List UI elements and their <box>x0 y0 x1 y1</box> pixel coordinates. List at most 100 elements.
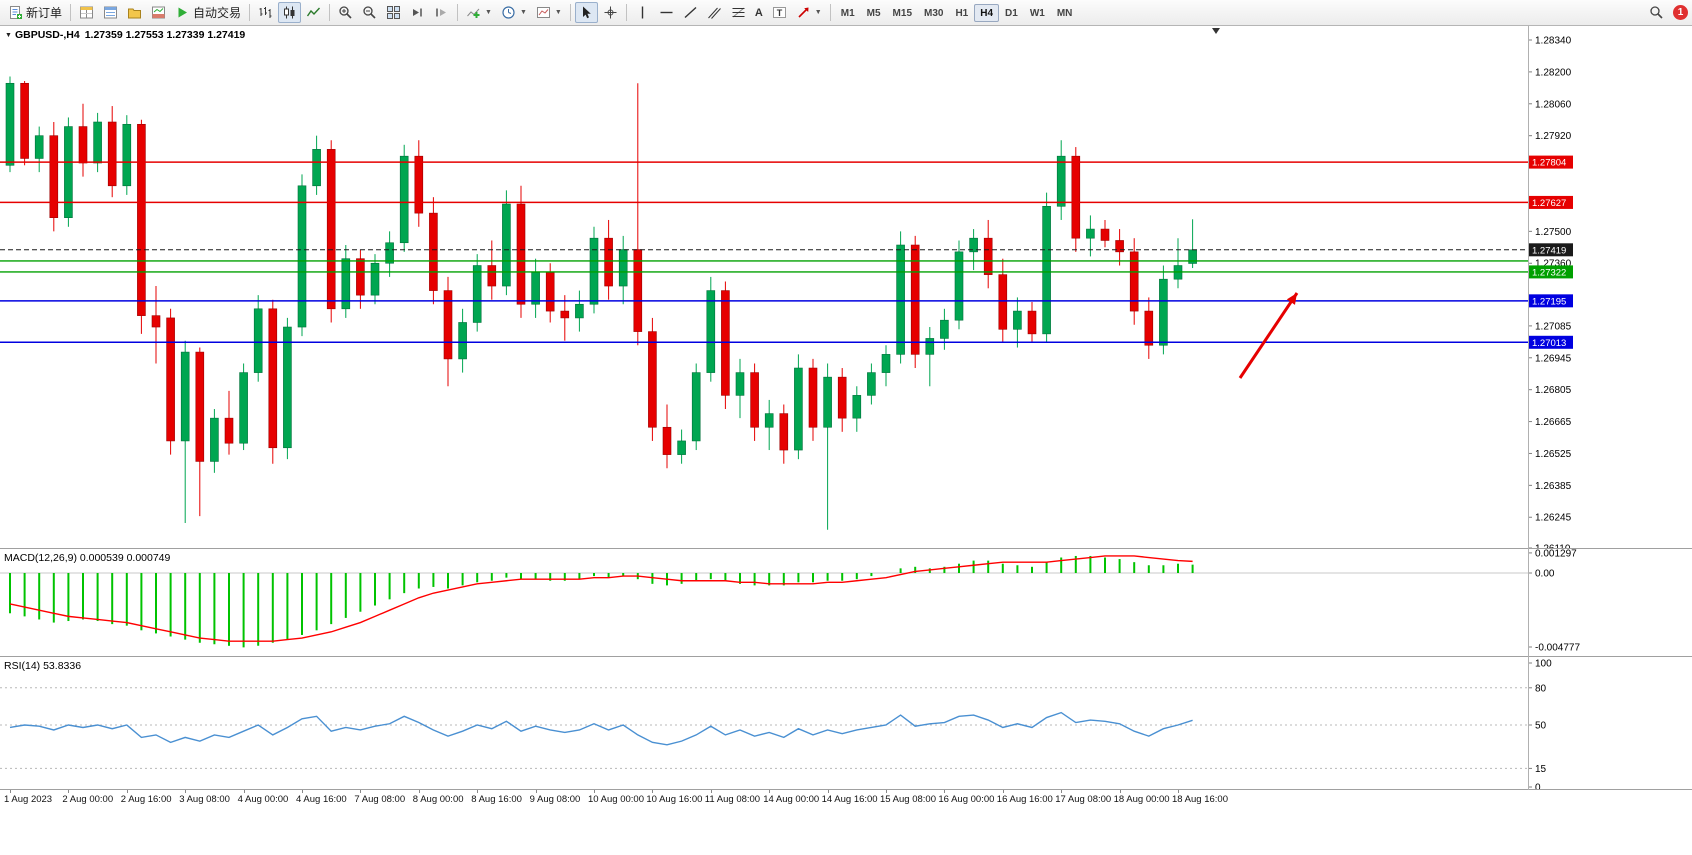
timeframe-w1-button[interactable]: W1 <box>1024 4 1051 22</box>
chart-shift-button[interactable] <box>430 2 453 23</box>
chart-window: 1.28340 1.28200 1.28060 1.27920 1.27500 1.273… <box>0 26 1692 855</box>
time-label: 18 Aug 00:00 <box>1113 794 1170 805</box>
data-window-icon <box>104 6 118 19</box>
panel-splitter[interactable] <box>0 656 1692 657</box>
market-watch-button[interactable] <box>75 2 98 23</box>
timeframe-m1-button[interactable]: M1 <box>835 4 861 22</box>
svg-text:50: 50 <box>1535 721 1547 732</box>
cursor-icon <box>582 6 591 19</box>
chevron-down-icon: ▼ <box>519 9 527 16</box>
toolbar-separator <box>249 4 251 21</box>
search-button[interactable] <box>1645 2 1668 23</box>
templates-button[interactable]: ▼ <box>532 2 566 23</box>
timeframe-mn-button[interactable]: MN <box>1051 4 1079 22</box>
svg-text:-0.004777: -0.004777 <box>1535 642 1580 653</box>
trendline-icon <box>684 6 697 19</box>
time-tick <box>944 790 946 793</box>
scroll-position-marker <box>1212 28 1220 34</box>
toolbar-separator <box>829 4 831 21</box>
vertical-line-button[interactable] <box>631 2 654 23</box>
timeframe-m15-button[interactable]: M15 <box>887 4 918 22</box>
new-order-label: 新订单 <box>26 6 63 20</box>
timeframe-h1-button[interactable]: H1 <box>949 4 974 22</box>
equidistant-channel-button[interactable] <box>703 2 726 23</box>
timeframe-h4-button[interactable]: H4 <box>974 4 1000 23</box>
time-tick <box>710 790 712 793</box>
text-label-button[interactable]: T <box>768 2 791 23</box>
zoom-in-button[interactable] <box>334 2 357 23</box>
toolbar: 新订单 自动交易 <box>0 0 1692 26</box>
horizontal-level-lines <box>0 161 1528 344</box>
svg-text:1.26665: 1.26665 <box>1535 417 1572 428</box>
time-tick <box>302 790 303 793</box>
symbol-dropdown-icon[interactable]: ▼ <box>5 32 12 39</box>
auto-trading-button[interactable]: 自动交易 <box>171 2 245 23</box>
timeframe-d1-button[interactable]: D1 <box>999 4 1024 22</box>
time-label: 11 Aug 08:00 <box>704 794 761 805</box>
time-tick <box>886 790 887 793</box>
time-tick <box>535 790 537 793</box>
terminal-button[interactable] <box>147 2 170 23</box>
zoom-out-button[interactable] <box>358 2 381 23</box>
time-label: 4 Aug 00:00 <box>237 794 289 805</box>
ohlc-values: 1.27359 1.27553 1.27339 1.27419 <box>84 29 246 41</box>
time-axis[interactable]: 1 Aug 2023 2 Aug 00:00 2 Aug 16:00 3 Aug 08… <box>0 790 1692 814</box>
terminal-icon <box>152 6 166 19</box>
time-label: 10 Aug 00:00 <box>588 794 644 805</box>
panel-splitter[interactable] <box>0 548 1692 549</box>
svg-text:1.28200: 1.28200 <box>1535 67 1572 78</box>
svg-text:0: 0 <box>1535 783 1541 791</box>
tile-windows-button[interactable] <box>382 2 405 23</box>
main-price-chart[interactable]: 1.28340 1.28200 1.28060 1.27920 1.27500 1.273… <box>0 26 1692 549</box>
line-chart-button[interactable] <box>302 2 325 23</box>
candlestick-chart-icon <box>284 6 295 19</box>
auto-scroll-button[interactable] <box>406 2 429 23</box>
time-label: 16 Aug 00:00 <box>938 794 995 805</box>
svg-text:1.28060: 1.28060 <box>1535 99 1572 110</box>
svg-text:1.27085: 1.27085 <box>1535 321 1572 332</box>
svg-text:1.27627: 1.27627 <box>1532 198 1566 209</box>
timeframe-m30-button[interactable]: M30 <box>918 4 949 22</box>
toolbar-separator <box>329 4 331 21</box>
rsi-panel[interactable]: 100 80 50 15 0 <box>0 657 1692 790</box>
macd-histogram <box>9 555 1194 648</box>
navigator-button[interactable] <box>123 2 146 23</box>
svg-text:1.27500: 1.27500 <box>1535 227 1572 238</box>
svg-text:1.27195: 1.27195 <box>1532 296 1566 307</box>
crosshair-button[interactable] <box>599 2 622 23</box>
time-tick <box>477 790 479 793</box>
text-icon: A <box>754 6 763 19</box>
text-button[interactable]: A <box>751 2 767 23</box>
time-tick <box>1178 790 1179 793</box>
data-window-button[interactable] <box>99 2 122 23</box>
macd-panel[interactable]: 0.001297 0.00 -0.004777 <box>0 549 1692 657</box>
trendline-button[interactable] <box>679 2 702 23</box>
search-icon <box>1650 6 1663 19</box>
zoom-in-icon <box>339 6 352 19</box>
new-order-button[interactable]: 新订单 <box>4 2 66 23</box>
bar-chart-button[interactable] <box>254 2 277 23</box>
bar-chart-icon <box>259 7 272 18</box>
time-tick <box>769 790 771 793</box>
cursor-button[interactable] <box>574 2 598 23</box>
periods-button[interactable]: ▼ <box>497 2 531 23</box>
trend-arrow-annotation[interactable] <box>1238 292 1299 379</box>
timeframe-m5-button[interactable]: M5 <box>861 4 887 22</box>
time-label: 9 Aug 08:00 <box>529 794 581 805</box>
time-label: 14 Aug 00:00 <box>763 794 820 805</box>
arrows-button[interactable]: ▼ <box>792 2 826 23</box>
horizontal-line-button[interactable] <box>655 2 678 23</box>
time-tick <box>1119 790 1121 793</box>
indicators-button[interactable]: ▼ <box>462 2 496 23</box>
chart-shift-icon <box>436 8 447 17</box>
notification-badge[interactable]: 1 <box>1673 5 1688 20</box>
chevron-down-icon: ▼ <box>554 9 562 16</box>
svg-text:0.00: 0.00 <box>1535 569 1555 580</box>
fibonacci-button[interactable] <box>727 2 750 23</box>
candlestick-chart-button[interactable] <box>278 2 302 23</box>
time-label: 3 Aug 08:00 <box>179 794 230 805</box>
svg-text:1.27804: 1.27804 <box>1532 158 1566 169</box>
macd-axis: 0.001297 0.00 -0.004777 <box>1528 549 1580 653</box>
time-label: 17 Aug 08:00 <box>1055 794 1112 805</box>
